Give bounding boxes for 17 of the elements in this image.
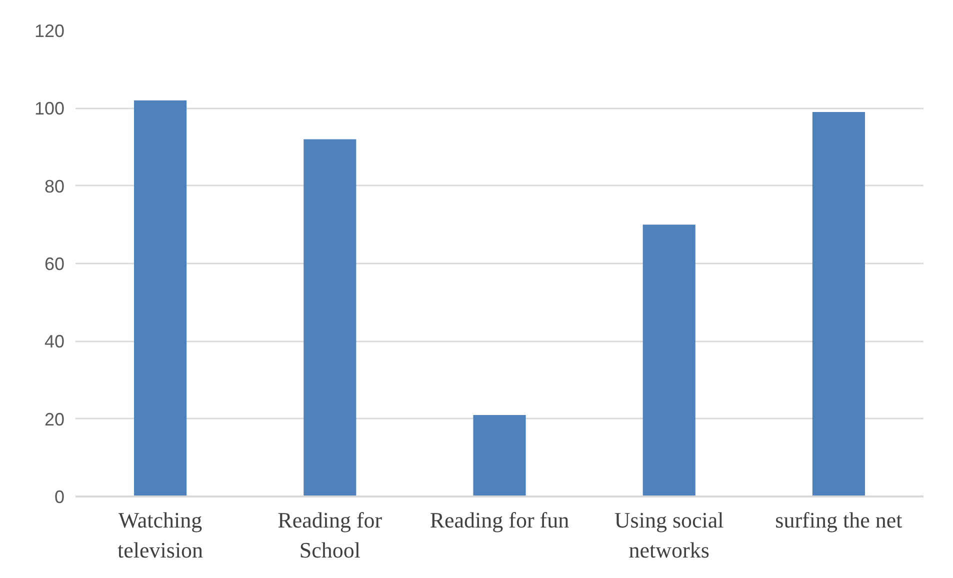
y-tick-label: 100 bbox=[34, 98, 65, 119]
bar bbox=[134, 100, 187, 496]
x-tick-label: surfing the net bbox=[775, 508, 902, 532]
y-tick-label: 0 bbox=[54, 487, 65, 507]
y-tick-label: 20 bbox=[44, 409, 65, 430]
y-tick-label: 80 bbox=[44, 176, 65, 196]
y-tick-label: 40 bbox=[44, 332, 65, 352]
bar bbox=[642, 224, 696, 496]
bar bbox=[812, 112, 865, 496]
bar bbox=[304, 139, 356, 496]
bar bbox=[473, 414, 526, 496]
x-tick-label: Reading for fun bbox=[430, 508, 570, 532]
y-tick-label: 120 bbox=[34, 21, 65, 41]
x-tick-label: Reading for School bbox=[278, 508, 383, 562]
x-tick-label: Using social networks bbox=[614, 508, 724, 562]
x-tick-label: Watching television bbox=[118, 508, 204, 562]
y-tick-label: 60 bbox=[44, 254, 65, 274]
